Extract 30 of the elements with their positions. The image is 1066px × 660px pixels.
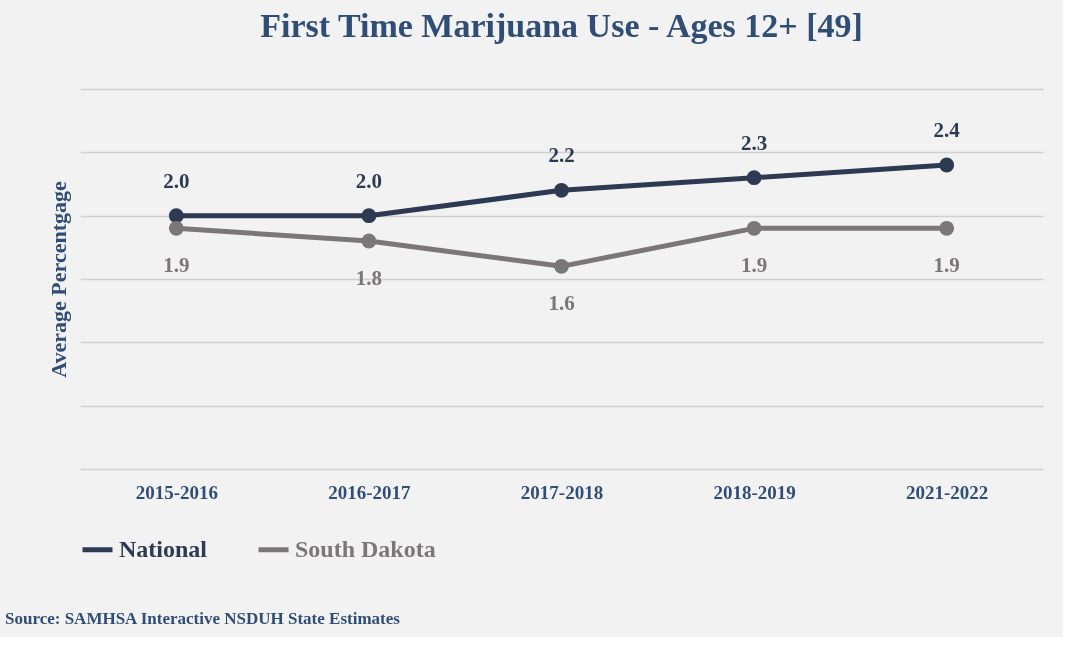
data-label: 2.3 bbox=[740, 130, 768, 155]
point bbox=[939, 157, 955, 173]
point bbox=[168, 208, 184, 224]
data-label: 2.0 bbox=[163, 168, 190, 193]
data-label: 1.9 bbox=[163, 253, 190, 278]
point bbox=[168, 220, 184, 236]
point bbox=[746, 170, 762, 186]
x-tick-label: 2021-2022 bbox=[906, 481, 989, 503]
data-label: 1.9 bbox=[933, 253, 960, 278]
data-label: 1.6 bbox=[548, 291, 575, 316]
data-label: 1.8 bbox=[355, 266, 383, 290]
data-label: 2.4 bbox=[933, 118, 961, 142]
data-label: 2.2 bbox=[548, 143, 575, 168]
data-label: 2.0 bbox=[355, 168, 383, 193]
x-tick-label: 2017-2018 bbox=[520, 481, 604, 503]
chart-title: First Time Marijuana Use - Ages 12+ [49] bbox=[260, 7, 863, 44]
data-label: 1.9 bbox=[740, 253, 768, 278]
point bbox=[939, 220, 955, 236]
legend-label: South Dakota bbox=[295, 535, 436, 562]
x-tick-label: 2018-2019 bbox=[713, 481, 796, 503]
x-tick-label: 2016-2017 bbox=[328, 481, 412, 503]
y-axis-title: Average Percentgage bbox=[45, 181, 71, 378]
point bbox=[361, 233, 377, 249]
point bbox=[746, 220, 762, 236]
source-note: Source: SAMHSA Interactive NSDUH State Estimates bbox=[5, 609, 401, 628]
point bbox=[361, 208, 377, 224]
point bbox=[554, 182, 569, 198]
x-tick-label: 2015-2016 bbox=[135, 481, 218, 503]
legend-label: National bbox=[119, 535, 208, 562]
point bbox=[554, 258, 569, 274]
